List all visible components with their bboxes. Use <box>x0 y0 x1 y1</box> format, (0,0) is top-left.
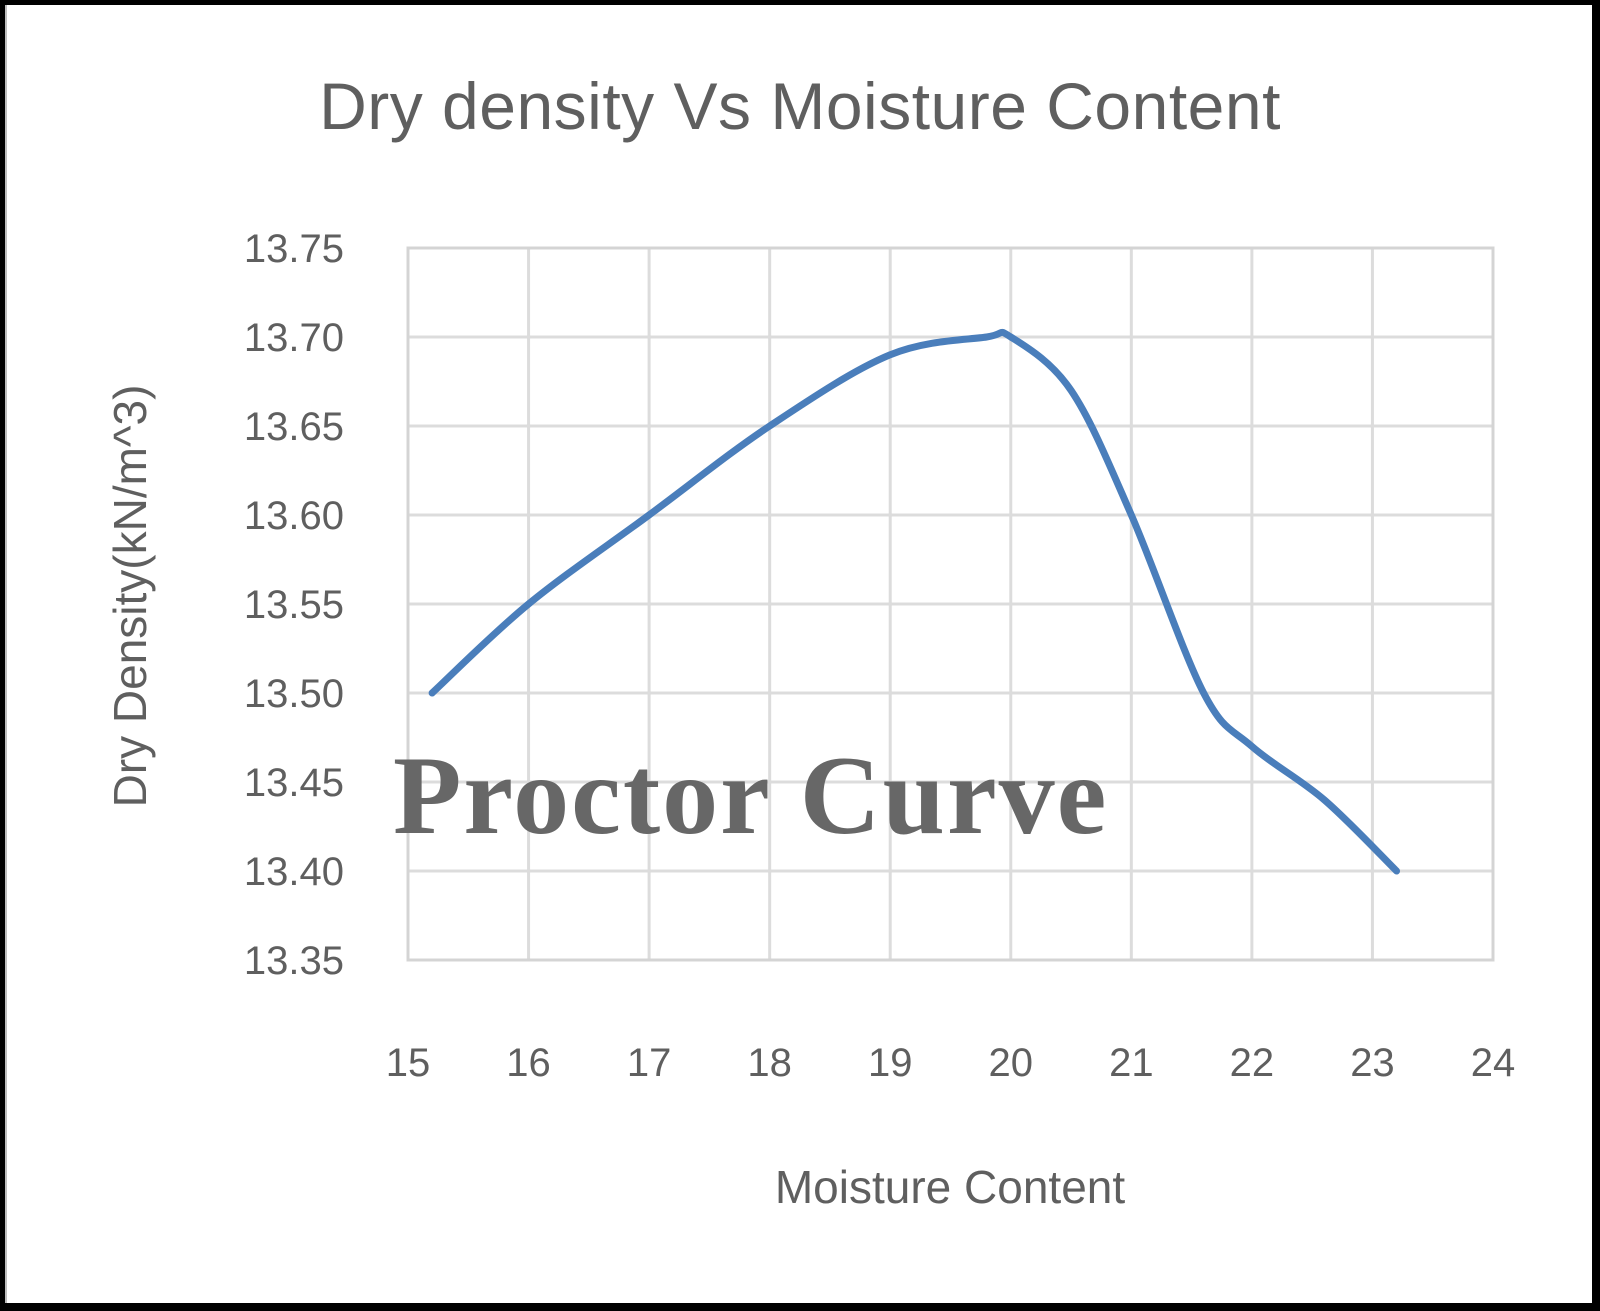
y-tick-label: 13.70 <box>244 316 344 360</box>
plot-area-border <box>406 246 1495 962</box>
x-tick-label: 19 <box>868 1041 913 1085</box>
y-axis-title: Dry Density(kN/m^3) <box>104 385 156 808</box>
x-axis-ticks: 15 16 17 18 19 20 21 22 23 24 <box>386 1041 1516 1085</box>
y-tick-label: 13.65 <box>244 405 344 449</box>
frame-edge <box>5 5 7 1303</box>
x-axis-title: Moisture Content <box>775 1161 1125 1213</box>
y-tick-label: 13.50 <box>244 672 344 716</box>
x-tick-label: 18 <box>747 1041 792 1085</box>
y-tick-label: 13.60 <box>244 494 344 538</box>
x-tick-label: 16 <box>506 1041 551 1085</box>
y-tick-label: 13.75 <box>244 227 344 271</box>
y-tick-label: 13.55 <box>244 583 344 627</box>
chart-title: Dry density Vs Moisture Content <box>319 69 1281 143</box>
x-tick-label: 22 <box>1230 1041 1275 1085</box>
x-tick-label: 20 <box>989 1041 1034 1085</box>
x-tick-label: 23 <box>1350 1041 1395 1085</box>
x-tick-label: 21 <box>1109 1041 1154 1085</box>
x-tick-label: 15 <box>386 1041 431 1085</box>
x-tick-label: 17 <box>627 1041 672 1085</box>
y-tick-label: 13.45 <box>244 761 344 805</box>
proctor-curve-watermark: Proctor Curve <box>393 734 1109 858</box>
data-line <box>428 328 1401 875</box>
chart-frame <box>5 5 1592 1303</box>
y-axis-ticks: 13.35 13.40 13.45 13.50 13.55 13.60 13.65 13.70… <box>244 227 344 983</box>
y-tick-label: 13.35 <box>244 939 344 983</box>
x-tick-label: 24 <box>1471 1041 1516 1085</box>
y-tick-label: 13.40 <box>244 850 344 894</box>
gridlines <box>406 246 1495 962</box>
